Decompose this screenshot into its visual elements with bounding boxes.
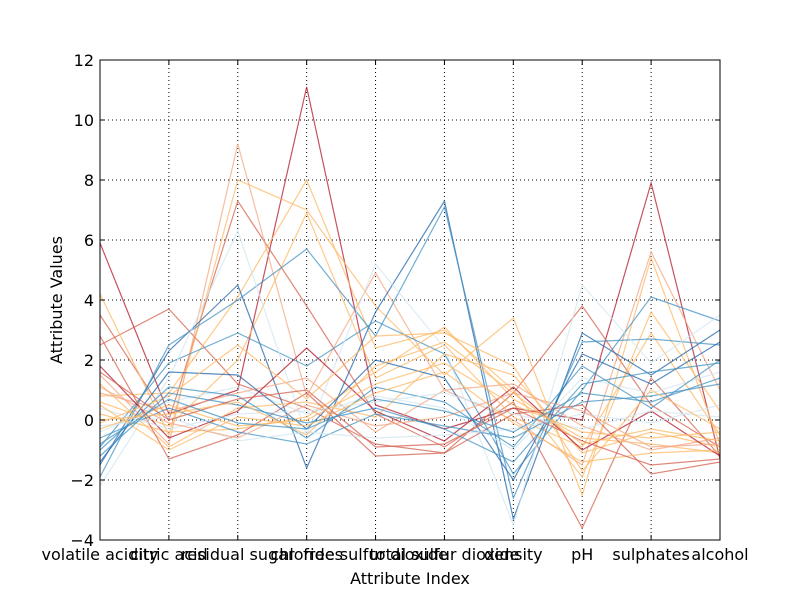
series-line-sample-9 (99, 205, 721, 500)
x-tick-label: volatile acidity (42, 545, 159, 564)
series-line-sample-30 (99, 377, 721, 445)
series-line-sample-20 (99, 383, 721, 445)
series-line-sample-22 (99, 392, 721, 430)
series-line-sample-12 (99, 371, 721, 451)
y-tick-label: −2 (70, 471, 94, 490)
x-tick-label: total sulfur dioxide (370, 545, 520, 564)
series-line-sample-11 (99, 229, 721, 527)
x-tick-label: density (484, 545, 543, 564)
y-tick-label: 0 (84, 411, 94, 430)
series-line-sample-18 (99, 359, 721, 451)
x-tick-label: citric acid (130, 545, 208, 564)
series-line-sample-10 (99, 296, 721, 476)
series-line-sample-29 (99, 341, 721, 445)
x-tick-label: chlorides (270, 545, 343, 564)
y-axis-label: Attribute Values (47, 236, 66, 364)
y-tick-label: −4 (70, 531, 94, 550)
x-tick-label: sulphates (612, 545, 689, 564)
series-line-sample-7 (99, 211, 721, 448)
series-line-sample-6 (99, 178, 721, 479)
y-tick-label: 12 (74, 51, 94, 70)
y-tick-label: 10 (74, 111, 94, 130)
series-lines (99, 86, 721, 530)
y-tick-label: 2 (84, 351, 94, 370)
series-line-sample-3 (99, 304, 721, 454)
x-tick-label: residual sugar (181, 545, 295, 564)
x-axis-label: Attribute Index (350, 569, 470, 588)
y-tick-label: 4 (84, 291, 94, 310)
x-tick-label: pH (571, 545, 593, 564)
series-line-sample-13 (99, 353, 721, 454)
y-tick-label: 6 (84, 231, 94, 250)
series-line-sample-26 (99, 332, 721, 472)
series-line-sample-23 (99, 362, 721, 439)
x-tick-label: free sulfur dioxide (303, 545, 448, 564)
series-line-sample-27 (99, 362, 721, 463)
series-line-sample-15 (99, 377, 721, 451)
x-tick-label: alcohol (691, 545, 748, 564)
series-line-sample-24 (99, 371, 721, 463)
series-line-sample-4 (99, 143, 721, 466)
series-line-sample-5 (99, 179, 721, 497)
series-line-sample-19 (99, 341, 721, 482)
series-line-sample-16 (99, 335, 721, 475)
series-line-sample-21 (99, 404, 721, 442)
series-line-sample-28 (99, 371, 721, 466)
y-tick-label: 8 (84, 171, 94, 190)
series-line-sample-25 (99, 386, 721, 448)
series-line-sample-8 (99, 199, 721, 522)
